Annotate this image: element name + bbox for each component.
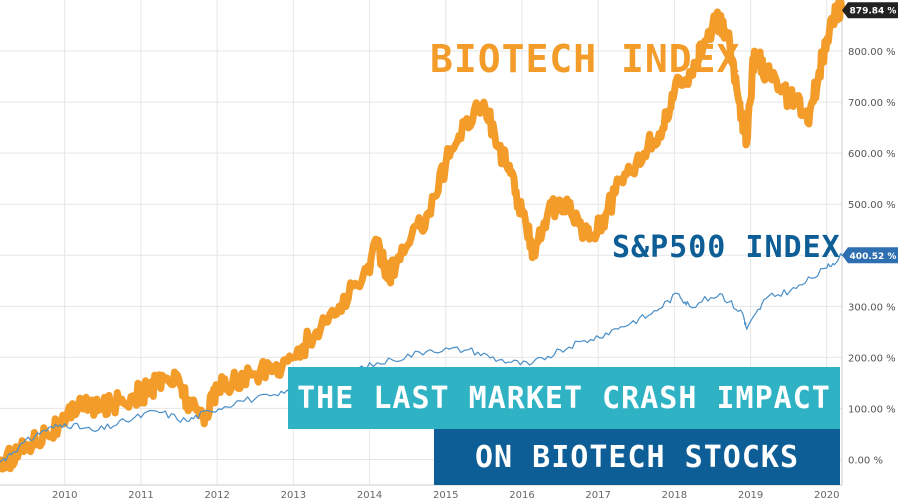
x-tick-label: 2017 bbox=[585, 490, 610, 500]
y-tick-label: 600.00 % bbox=[848, 149, 896, 160]
end-tag-shape bbox=[842, 247, 898, 264]
x-tick-label: 2012 bbox=[204, 490, 229, 500]
biotech-series-line bbox=[0, 0, 846, 473]
biotech-end-tag: 879.84 % bbox=[842, 2, 898, 19]
x-tick-label: 2010 bbox=[52, 490, 77, 500]
biotech-index-annotation: BIOTECH INDEX bbox=[430, 37, 740, 81]
x-tick-label: 2015 bbox=[433, 490, 458, 500]
x-tick-label: 2014 bbox=[357, 490, 382, 500]
sp500-series-line bbox=[0, 253, 843, 463]
x-tick-label: 2011 bbox=[128, 490, 153, 500]
end-tag-label: 879.84 % bbox=[850, 7, 897, 17]
x-tick-label: 2019 bbox=[738, 490, 763, 500]
sp500-index-annotation: S&P500 INDEX bbox=[612, 230, 841, 265]
headline-banner-line1: THE LAST MARKET CRASH IMPACT bbox=[288, 367, 840, 429]
y-tick-label: 0.00 % bbox=[848, 455, 883, 466]
x-tick-label: 2016 bbox=[509, 490, 534, 500]
y-tick-label: 800.00 % bbox=[848, 47, 896, 58]
y-tick-label: 300.00 % bbox=[848, 302, 896, 313]
y-tick-label: 500.00 % bbox=[848, 200, 896, 211]
y-tick-label: 100.00 % bbox=[848, 404, 896, 415]
sp500-end-tag: 400.52 % bbox=[842, 247, 898, 264]
y-tick-label: 200.00 % bbox=[848, 353, 896, 364]
x-tick-label: 2018 bbox=[662, 490, 687, 500]
x-tick-label: 2020 bbox=[814, 490, 839, 500]
headline-banner-line2: ON BIOTECH STOCKS bbox=[434, 429, 840, 485]
y-tick-label: 700.00 % bbox=[848, 98, 896, 109]
end-tag-label: 400.52 % bbox=[850, 252, 897, 262]
x-tick-label: 2013 bbox=[281, 490, 306, 500]
end-tag-shape bbox=[842, 2, 898, 19]
